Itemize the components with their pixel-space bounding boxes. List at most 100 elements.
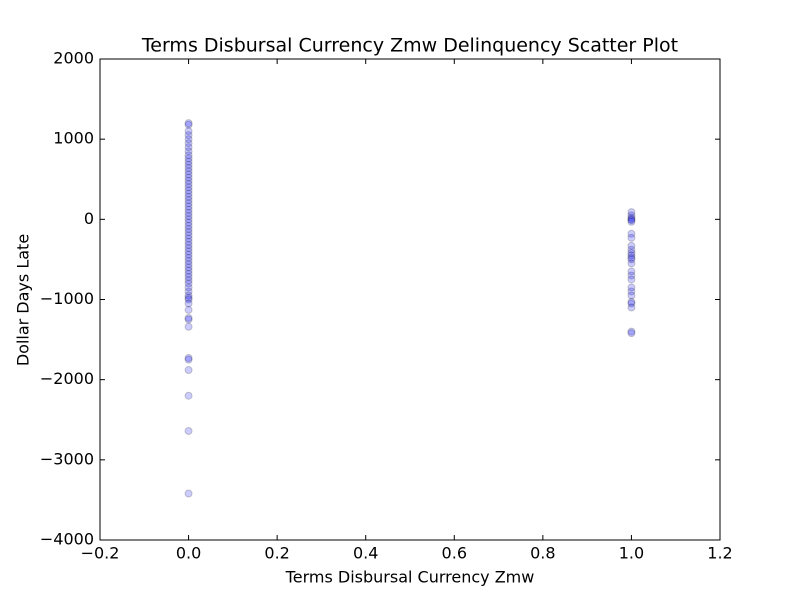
point <box>627 253 636 262</box>
point <box>184 299 193 308</box>
point <box>184 221 193 230</box>
point <box>184 196 193 205</box>
point <box>184 391 193 400</box>
point <box>184 426 193 435</box>
point <box>184 151 193 160</box>
point <box>184 260 193 269</box>
point <box>627 251 636 260</box>
x-tick-label: 1.0 <box>619 544 644 563</box>
point <box>627 287 636 296</box>
x-tick-label: 0.6 <box>442 544 467 563</box>
x-tick-label: 0.8 <box>530 544 555 563</box>
point <box>184 228 193 237</box>
x-tick-label: 0.4 <box>353 544 378 563</box>
point <box>627 233 636 242</box>
point <box>627 213 636 222</box>
point <box>627 249 636 258</box>
point <box>184 313 193 322</box>
x-axis-label: Terms Disbursal Currency Zmw <box>285 568 535 587</box>
y-tick-label: −4000 <box>40 530 94 549</box>
point <box>627 259 636 268</box>
y-tick-label: 0 <box>84 209 94 228</box>
x-tick-label: −0.2 <box>81 544 120 563</box>
point <box>184 295 193 304</box>
point <box>184 147 193 156</box>
point <box>184 240 193 249</box>
point <box>627 229 636 238</box>
point <box>184 127 193 136</box>
point <box>184 218 193 227</box>
point <box>184 315 193 324</box>
point <box>184 157 193 166</box>
point <box>184 244 193 253</box>
point <box>184 257 193 266</box>
point <box>627 208 636 217</box>
point <box>184 173 193 182</box>
y-tick-label: −3000 <box>40 449 94 468</box>
point <box>627 267 636 276</box>
point <box>627 216 636 225</box>
point <box>184 269 193 278</box>
point <box>627 297 636 306</box>
point <box>627 303 636 312</box>
point <box>184 119 193 128</box>
point <box>184 224 193 233</box>
point <box>184 202 193 211</box>
point <box>184 305 193 314</box>
point <box>184 354 193 363</box>
y-tick-label: −1000 <box>40 289 94 308</box>
point <box>627 255 636 264</box>
point <box>184 199 193 208</box>
point <box>184 237 193 246</box>
point <box>184 170 193 179</box>
point <box>184 167 193 176</box>
point <box>184 266 193 275</box>
point <box>627 241 636 250</box>
point <box>184 208 193 217</box>
point <box>627 245 636 254</box>
point <box>184 215 193 224</box>
point <box>184 231 193 240</box>
point <box>627 217 636 226</box>
chart-title: Terms Disbursal Currency Zmw Delinquency… <box>141 35 678 57</box>
point <box>627 291 636 300</box>
point <box>184 287 193 296</box>
point <box>184 279 193 288</box>
point <box>184 247 193 256</box>
y-tick-label: 2000 <box>53 49 94 68</box>
point <box>184 143 193 152</box>
point <box>627 211 636 220</box>
point <box>184 273 193 282</box>
point <box>627 283 636 292</box>
point <box>184 263 193 272</box>
point <box>627 327 636 336</box>
point <box>184 489 193 498</box>
point <box>184 322 193 331</box>
y-axis-label: Dollar Days Late <box>14 234 33 366</box>
point <box>184 154 193 163</box>
y-tick-label: 1000 <box>53 129 94 148</box>
point <box>184 189 193 198</box>
point <box>184 192 193 201</box>
point <box>184 366 193 375</box>
point <box>184 253 193 262</box>
point <box>627 275 636 284</box>
point <box>184 250 193 259</box>
point <box>184 176 193 185</box>
point <box>184 205 193 214</box>
point <box>627 271 636 280</box>
point <box>184 283 193 292</box>
point <box>184 120 193 129</box>
point <box>184 183 193 192</box>
point <box>184 186 193 195</box>
point <box>627 329 636 338</box>
point <box>184 160 193 169</box>
point <box>184 355 193 364</box>
point <box>627 215 636 224</box>
point <box>184 291 193 300</box>
point <box>184 164 193 173</box>
x-tick-label: 1.2 <box>707 544 732 563</box>
point <box>184 234 193 243</box>
point <box>184 293 193 302</box>
